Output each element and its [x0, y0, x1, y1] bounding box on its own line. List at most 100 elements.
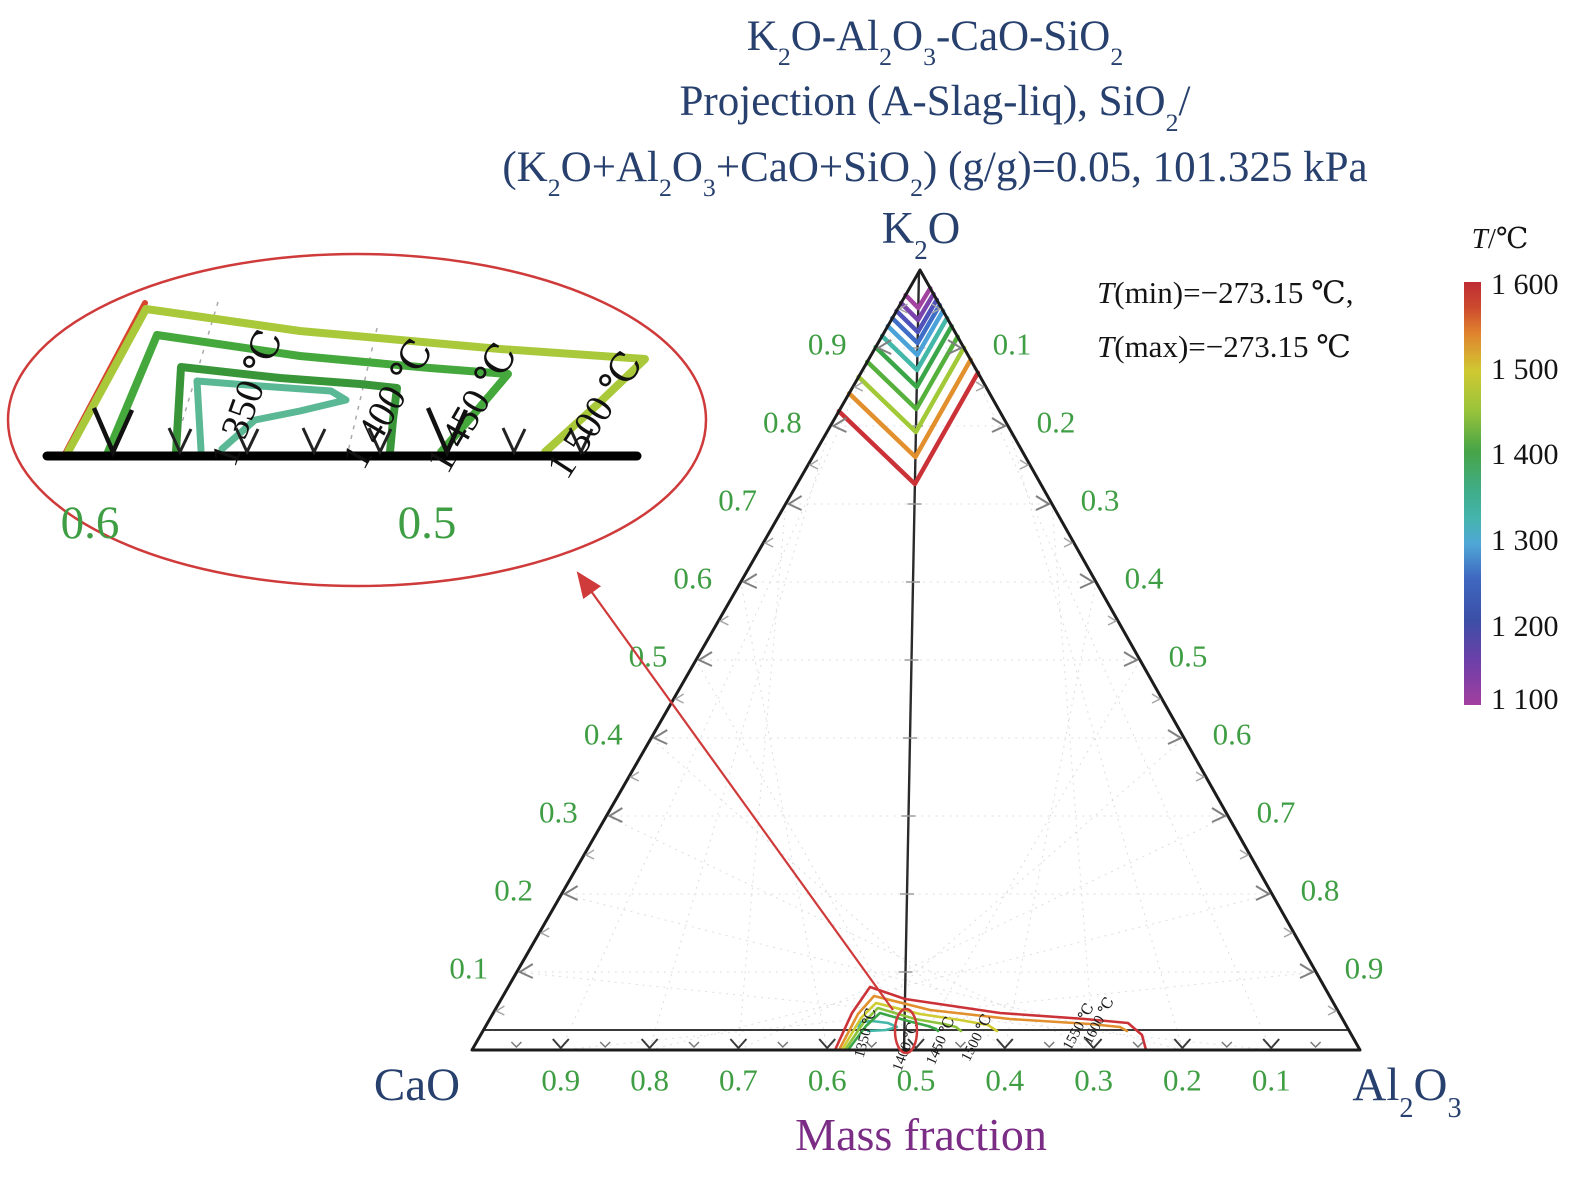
right-minor-tick [1107, 615, 1118, 626]
triangle-outline [470, 268, 1362, 1052]
left-minor-tick [763, 537, 774, 548]
grid-line [915, 659, 1141, 1051]
t-max-note: T(max)=−273.15 ℃ [1097, 320, 1354, 374]
left-major-tick [786, 495, 803, 511]
left-axis-label-0.5: 0.5 [629, 639, 668, 674]
bottom-minor-tick [1043, 1041, 1055, 1049]
temperature-range-note: T(min)=−273.15 ℃, T(max)=−273.15 ℃ [1097, 266, 1354, 374]
apex-isotherm-1500 [856, 345, 967, 435]
right-minor-tick [1327, 1005, 1338, 1016]
colorbar [1464, 282, 1481, 705]
right-axis-label-0.4: 0.4 [1125, 561, 1164, 596]
bottom-minor-tick [688, 1041, 700, 1049]
inset-minor-tick [301, 427, 327, 456]
bottom-minor-tick [1310, 1041, 1322, 1049]
left-minor-tick [808, 459, 819, 470]
inset-minor-tick [568, 427, 594, 456]
inset-isotherm-1400 [172, 363, 401, 456]
left-major-tick [607, 807, 623, 823]
t-min-note: T(min)=−273.15 ℃, [1097, 266, 1354, 320]
grid-line [650, 737, 1006, 1051]
bottom-minor-tick [599, 1041, 611, 1049]
right-axis-label-0.9: 0.9 [1345, 951, 1384, 986]
grid-line [1007, 425, 1183, 1051]
t-symbol: T [1097, 329, 1115, 364]
t-symbol: T [1097, 275, 1115, 310]
bottom-axis-label-0.1: 0.1 [1252, 1063, 1291, 1098]
bottom-major-tick [640, 1038, 659, 1050]
bottom-axis-label-0.5: 0.5 [897, 1063, 936, 1098]
bottom-major-tick [1262, 1038, 1280, 1050]
bottom-major-tick [1173, 1038, 1192, 1050]
inset-major-tick [91, 407, 135, 458]
bottom-major-tick [996, 1038, 1014, 1050]
grid-line [516, 971, 1272, 1051]
corner-label-k2o: K2O [881, 203, 961, 265]
figure-title: K2O-Al2O3-CaO-SiO2 Projection (A-Slag-li… [502, 4, 1367, 200]
bottom-major-tick [1084, 1038, 1103, 1050]
colorbar-title-unit: /℃ [1487, 223, 1529, 255]
bottom-major-tick [907, 1038, 925, 1050]
left-axis-label-0.6: 0.6 [673, 561, 712, 596]
right-minor-tick [1019, 459, 1030, 470]
bottom-axis-label-0.7: 0.7 [719, 1063, 758, 1098]
colorbar-tick-label: 1 300 [1491, 524, 1559, 557]
triangle-edges [470, 268, 1362, 1052]
right-major-tick [1299, 963, 1316, 979]
corner-label-al2o3: Al2O3 [1352, 1059, 1462, 1124]
apex-isotherm-1350 [879, 315, 950, 373]
title-line-2: Projection (A-Slag-liq), SiO2/ [679, 78, 1191, 137]
right-axis-label-0.2: 0.2 [1037, 405, 1076, 440]
bottom-isotherm-contours [833, 985, 1148, 1052]
right-axis-label-0.8: 0.8 [1301, 873, 1340, 908]
left-minor-tick [494, 1005, 505, 1016]
colorbar-tick-label: 1 100 [1491, 683, 1559, 716]
right-minor-tick [975, 381, 986, 392]
bottom-isotherm-1500 [840, 1001, 999, 1052]
colorbar-tick-label: 1 200 [1491, 610, 1559, 643]
colorbar-tick-label: 1 600 [1491, 268, 1559, 301]
apex-isotherm-1250 [890, 302, 943, 346]
grid-line [737, 503, 787, 1051]
bottom-isotherm-1600 [833, 985, 1148, 1052]
left-minor-tick [718, 615, 729, 626]
right-major-tick [1167, 729, 1184, 745]
bottom-isotherm-1550 [837, 994, 1129, 1052]
right-axis-label-0.7: 0.7 [1257, 795, 1296, 830]
right-axis-label-0.5: 0.5 [1169, 639, 1208, 674]
left-minor-tick [539, 927, 550, 938]
left-axis-label-0.3: 0.3 [539, 795, 578, 830]
inset-axis-label-0.5: 0.5 [398, 497, 457, 549]
left-axis-label-0.2: 0.2 [494, 873, 533, 908]
inset-isotherm-1450 [104, 331, 512, 456]
left-minor-tick [674, 693, 684, 704]
right-major-tick [1079, 573, 1096, 589]
axis-tick-marks [494, 303, 1338, 1050]
apex-isotherm-1300 [885, 308, 946, 358]
left-axis-label-0.7: 0.7 [718, 483, 757, 518]
left-major-tick [652, 729, 668, 745]
apex-isotherm-1600 [836, 370, 981, 487]
bottom-minor-tick [777, 1041, 789, 1049]
left-major-tick [696, 651, 713, 667]
left-axis-label-0.4: 0.4 [584, 717, 623, 752]
apex-isotherm-1200 [894, 297, 940, 335]
right-major-tick [991, 417, 1008, 433]
left-axis-label-0.8: 0.8 [763, 405, 802, 440]
right-minor-tick [1239, 849, 1250, 860]
left-major-tick [831, 417, 847, 433]
axis-tick-labels: 0.9 0.8 0.7 0.6 0.5 0.4 0.3 0.2 0.1 0.1 0.2 0.3 0.4 0… [449, 327, 1383, 1098]
highlight-ellipse [893, 1007, 919, 1055]
inset-isotherm-1500 [64, 305, 649, 456]
t-max-text: (max)=−273.15 ℃ [1114, 329, 1351, 364]
zoom-callout-arrow-group [576, 571, 919, 1055]
inset-minor-tick [501, 427, 527, 456]
apex-isotherm-1550 [846, 357, 973, 460]
right-minor-tick [931, 303, 942, 314]
apex-isotherm-1150 [898, 291, 936, 323]
bottom-axis-label-0.4: 0.4 [985, 1063, 1024, 1098]
grid-line [963, 347, 1272, 1051]
grid-line [649, 893, 1273, 1051]
axis-caption: Mass fraction [795, 1109, 1047, 1160]
